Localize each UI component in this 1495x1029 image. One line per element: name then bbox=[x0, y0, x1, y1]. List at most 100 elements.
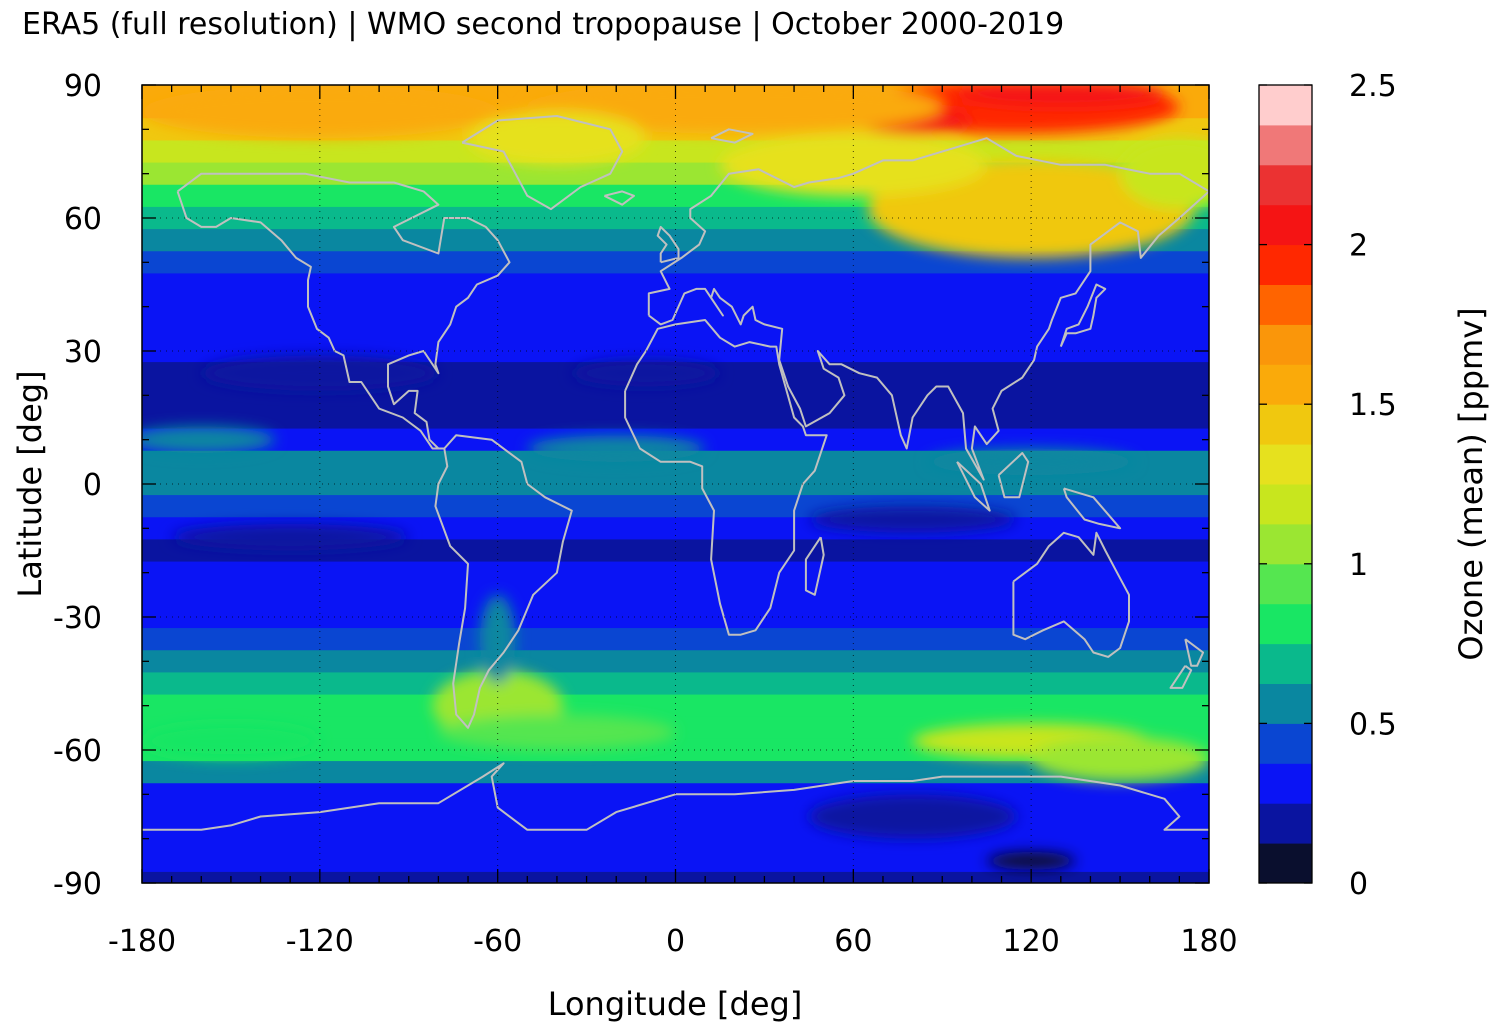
colorbar-swatch bbox=[1259, 843, 1312, 884]
coastline-svalbard bbox=[710, 128, 754, 144]
y-tick-label: 0 bbox=[83, 468, 102, 503]
colorbar-swatch bbox=[1259, 643, 1312, 684]
colorbar-swatch bbox=[1259, 563, 1312, 605]
zonal-band bbox=[142, 827, 1209, 851]
coastline-japan bbox=[1059, 283, 1107, 348]
zonal-band bbox=[142, 761, 1209, 784]
colorbar-swatch bbox=[1259, 523, 1312, 565]
colorbar-frame bbox=[1258, 84, 1313, 884]
x-tick-label: 120 bbox=[1003, 924, 1060, 959]
colorbar-swatch bbox=[1259, 683, 1312, 724]
ozone-anomaly bbox=[1031, 736, 1209, 782]
ozone-anomaly bbox=[438, 714, 676, 750]
zonal-band bbox=[142, 295, 1209, 319]
coastline-iceland bbox=[603, 190, 635, 206]
x-axis-label: Longitude [deg] bbox=[548, 985, 803, 1023]
y-tick-label: 30 bbox=[64, 335, 102, 370]
colorbar-swatch bbox=[1259, 444, 1312, 485]
ozone-anomaly bbox=[808, 794, 1017, 839]
ozone-anomaly bbox=[468, 111, 646, 165]
colorbar-label: Ozone (mean) [ppmv] bbox=[1452, 307, 1490, 660]
colorbar-swatch bbox=[1259, 85, 1312, 126]
zonal-band bbox=[142, 561, 1209, 585]
coastline-north-america bbox=[176, 172, 511, 450]
axis-ticks bbox=[141, 84, 1210, 884]
colorbar-swatch bbox=[1259, 364, 1312, 405]
colorbar-swatch bbox=[1259, 803, 1312, 844]
x-tick-label: 0 bbox=[666, 924, 685, 959]
ozone-anomaly bbox=[142, 723, 320, 759]
coastline-new-guinea bbox=[1062, 487, 1122, 530]
y-axis-label: Latitude [deg] bbox=[11, 370, 49, 597]
colorbar-swatch bbox=[1259, 124, 1312, 166]
coastline-new-zealand-south bbox=[1169, 664, 1193, 689]
y-tick-label: 60 bbox=[64, 202, 102, 237]
regional-anomalies bbox=[142, 85, 1209, 870]
x-tick-label: 60 bbox=[834, 924, 872, 959]
coastline-eurasia bbox=[647, 137, 1209, 481]
zonal-band bbox=[142, 672, 1209, 696]
zonal-band bbox=[142, 317, 1209, 341]
zonal-band bbox=[142, 694, 1209, 718]
ozone-field bbox=[142, 85, 1209, 883]
coastline-uk bbox=[656, 225, 680, 264]
colorbar-swatch bbox=[1259, 164, 1312, 206]
zonal-band bbox=[142, 472, 1209, 496]
colorbar-swatch bbox=[1259, 204, 1312, 246]
grid-lines bbox=[142, 85, 1209, 883]
colorbar-tick-label: 2.5 bbox=[1349, 69, 1397, 104]
ozone-anomaly bbox=[957, 85, 1165, 108]
x-tick-label: -120 bbox=[286, 924, 354, 959]
coastline-greenland bbox=[461, 115, 624, 211]
colorbar-swatch bbox=[1259, 244, 1312, 285]
colorbar-swatch bbox=[1259, 603, 1312, 645]
ozone-anomaly bbox=[527, 435, 706, 462]
colorbar-ticks: 0 0.5 1 1.5 2 2.5 bbox=[1259, 69, 1397, 902]
x-tick-label: 180 bbox=[1180, 924, 1237, 959]
colorbar bbox=[1258, 84, 1313, 884]
zonal-band bbox=[142, 273, 1209, 297]
colorbar-tick-label: 0 bbox=[1349, 867, 1368, 902]
coastline-madagascar bbox=[804, 536, 825, 596]
ozone-anomaly bbox=[719, 133, 987, 196]
colorbar-tick-label: 1.5 bbox=[1349, 388, 1397, 423]
colorbar-swatch bbox=[1259, 404, 1312, 445]
ozone-anomaly bbox=[142, 85, 498, 139]
zonal-band bbox=[142, 406, 1209, 430]
colorbar-swatch bbox=[1259, 324, 1312, 365]
ozone-anomaly bbox=[571, 359, 720, 387]
coastline-borneo bbox=[997, 452, 1030, 499]
y-tick-label: 90 bbox=[64, 69, 102, 104]
y-tick-label: -60 bbox=[53, 734, 102, 769]
colorbar-swatch bbox=[1259, 763, 1312, 804]
coastline-south-america bbox=[434, 434, 573, 729]
y-tick-labels: -90 -60 -30 0 30 60 90 bbox=[53, 69, 102, 902]
colorbar-tick-label: 1 bbox=[1349, 548, 1368, 583]
x-tick-label: -180 bbox=[108, 924, 176, 959]
x-tick-labels: -180 -120 -60 0 60 120 180 bbox=[108, 924, 1238, 959]
ozone-anomaly bbox=[171, 523, 409, 551]
colorbar-tick-label: 2 bbox=[1349, 229, 1368, 264]
ozone-anomaly bbox=[479, 594, 516, 684]
coastline-new-zealand bbox=[1184, 638, 1205, 667]
colorbar-swatch bbox=[1259, 723, 1312, 764]
coastlines bbox=[142, 115, 1209, 831]
zonal-band bbox=[142, 805, 1209, 829]
zonal-band bbox=[142, 495, 1209, 518]
zonal-band bbox=[142, 605, 1209, 629]
ozone-anomaly bbox=[808, 506, 1017, 533]
ozone-anomaly bbox=[527, 85, 943, 134]
colorbar-swatch bbox=[1259, 484, 1312, 525]
zonal-band bbox=[142, 849, 1209, 873]
coastline-sumatra bbox=[956, 461, 991, 512]
colorbar-tick-label: 0.5 bbox=[1349, 707, 1397, 742]
ozone-anomaly bbox=[142, 426, 276, 453]
colorbar-swatch bbox=[1259, 284, 1312, 325]
y-tick-label: -90 bbox=[53, 867, 102, 902]
chart-title: ERA5 (full resolution) | WMO second trop… bbox=[22, 7, 1064, 42]
y-tick-label: -30 bbox=[53, 601, 102, 636]
ozone-anomaly bbox=[986, 851, 1076, 870]
x-tick-label: -60 bbox=[473, 924, 522, 959]
coastline-australia bbox=[1012, 531, 1130, 658]
